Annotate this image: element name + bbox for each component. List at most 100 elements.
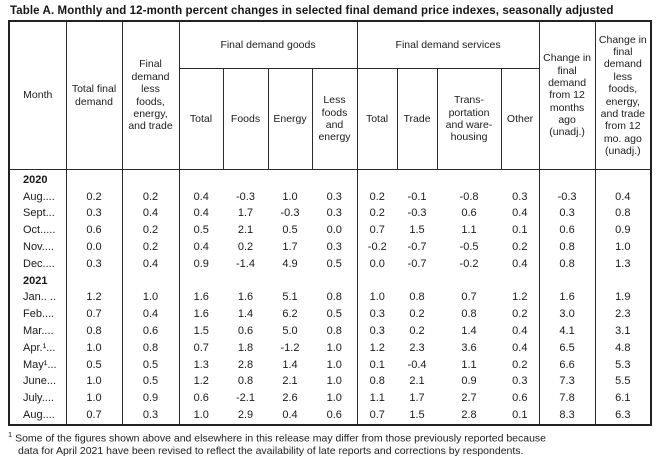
- value-cell: 1.0: [326, 392, 342, 405]
- value-cell: 0.6: [237, 325, 254, 338]
- value-cell: 0.8: [65, 323, 122, 340]
- value-cell: 0.1: [512, 224, 528, 237]
- month-cell: Dec....: [23, 257, 55, 270]
- month-cell: June...: [23, 375, 57, 388]
- month-cell: Mar....: [23, 325, 54, 338]
- month-cell: Feb....: [23, 308, 55, 321]
- value-cell: -0.5: [459, 241, 479, 254]
- empty-cell: [356, 272, 398, 290]
- value-cell: 2.1: [409, 375, 425, 388]
- value-cell: 1.0: [282, 190, 298, 203]
- value-cell: -1.4: [236, 257, 255, 270]
- value-cell: -0.8: [459, 190, 479, 203]
- col-header-services-other: Other: [500, 68, 540, 170]
- value-cell: 1.0: [326, 341, 342, 354]
- value-cell: 1.6: [178, 289, 223, 307]
- value-cell: -0.2: [356, 239, 398, 256]
- value-cell: -0.1: [407, 190, 427, 203]
- value-cell: 2.7: [461, 392, 477, 405]
- value-cell: 1.5: [409, 409, 425, 422]
- value-cell: 0.8: [237, 375, 254, 388]
- value-cell: 1.6: [538, 289, 596, 307]
- footnote-marker: 1: [8, 429, 13, 439]
- col-header-less-foods-energy-trade: Final demand less foods, energy, and tra…: [121, 20, 180, 170]
- empty-cell: [397, 170, 437, 189]
- table-body: 2020 Aug.... 0.2 0.2 0.4 -0.3 1.0 0.3 0.2 -0.1 -0.…: [9, 169, 652, 425]
- value-cell: 0.5: [121, 356, 179, 374]
- value-cell: 0.8: [538, 255, 596, 273]
- value-cell: 7.8: [538, 390, 596, 408]
- col-header-month: Month: [8, 20, 67, 170]
- value-cell: 1.2: [178, 373, 223, 391]
- empty-cell: [121, 272, 179, 290]
- col-header-services-trade: Trade: [396, 68, 438, 170]
- value-cell: 0.0: [326, 224, 342, 237]
- footnote-text-1: Some of the figures shown above and else…: [15, 432, 547, 445]
- table-header: Month Total final demand Final demand le…: [8, 20, 652, 170]
- col-header-goods-total: Total: [178, 68, 224, 170]
- value-cell: 1.1: [356, 390, 398, 408]
- year-label: 2020: [23, 173, 48, 186]
- empty-cell: [65, 272, 122, 290]
- empty-cell: [501, 170, 539, 189]
- value-cell: 0.4: [594, 188, 652, 206]
- value-cell: 0.3: [356, 323, 398, 340]
- value-cell: 0.3: [65, 255, 122, 273]
- value-cell: 0.4: [512, 257, 528, 270]
- empty-cell: [268, 170, 312, 189]
- year-row: 2020: [9, 169, 652, 189]
- table-row: Apr.¹... 1.0 0.8 0.7 1.8 -1.2 1.0 1.2 2.3 3.6 0.4 6…: [9, 339, 652, 357]
- col-header-goods-less-foods-energy: Less foods and energy: [311, 68, 358, 170]
- table-row: Dec.... 0.3 0.4 0.9 -1.4 4.9 0.5 0.0 -0.7 -0.2 0.4…: [9, 255, 652, 273]
- value-cell: 0.1: [512, 409, 528, 422]
- value-cell: 2.8: [461, 409, 477, 422]
- value-cell: 1.0: [65, 390, 122, 408]
- value-cell: -0.7: [407, 241, 427, 254]
- value-cell: 0.7: [356, 407, 398, 425]
- empty-cell: [312, 273, 357, 290]
- value-cell: 0.7: [178, 339, 223, 357]
- value-cell: 0.2: [121, 188, 179, 206]
- year-row: 2021: [9, 272, 652, 290]
- value-cell: 0.3: [65, 205, 122, 223]
- month-cell: Aug....: [23, 190, 55, 203]
- value-cell: 1.7: [237, 207, 254, 220]
- value-cell: 0.2: [65, 188, 122, 206]
- value-cell: 0.4: [282, 409, 298, 422]
- col-header-change-12-months-less: Change in final demand less foods, energ…: [594, 20, 652, 170]
- value-cell: 0.9: [594, 222, 652, 240]
- value-cell: 0.8: [538, 239, 596, 256]
- value-cell: 0.6: [512, 392, 528, 405]
- col-header-total-final-demand: Total final demand: [65, 20, 123, 170]
- table-row: July.... 1.0 0.9 0.6 -2.1 2.6 1.0 1.1 1.7 2.7 0.6 7…: [9, 390, 652, 408]
- value-cell: -0.3: [538, 188, 596, 206]
- value-cell: 1.6: [178, 306, 223, 324]
- value-cell: 1.8: [237, 341, 254, 354]
- empty-cell: [178, 272, 223, 290]
- value-cell: 1.2: [356, 339, 398, 357]
- value-cell: -0.3: [407, 207, 427, 220]
- value-cell: 0.2: [121, 222, 179, 240]
- value-cell: 0.4: [178, 205, 223, 223]
- value-cell: 2.6: [282, 392, 298, 405]
- footnote-text-2: data for April 2021 have been revised to…: [18, 444, 524, 456]
- table-title: Table A. Monthly and 12-month percent ch…: [10, 5, 614, 17]
- table-row: Aug.... 0.2 0.2 0.4 -0.3 1.0 0.3 0.2 -0.1 -0.8 0.3…: [9, 188, 652, 206]
- value-cell: 1.2: [512, 291, 528, 304]
- value-cell: 1.6: [237, 291, 254, 304]
- value-cell: 0.2: [512, 308, 528, 321]
- value-cell: 7.3: [538, 373, 596, 391]
- value-cell: 1.0: [65, 373, 122, 391]
- month-cell: July....: [23, 392, 54, 405]
- value-cell: 6.2: [282, 308, 298, 321]
- value-cell: 1.0: [326, 358, 342, 371]
- header-row-subcolumns: Total Foods Energy Less foods and energy…: [9, 68, 651, 170]
- month-cell: May¹...: [23, 358, 57, 371]
- value-cell: 0.9: [121, 390, 179, 408]
- table-row: May¹... 0.5 0.5 1.3 2.8 1.4 1.0 0.1 -0.4 1.1 0.2 6.…: [9, 356, 652, 374]
- value-cell: 6.3: [594, 407, 652, 425]
- empty-cell: [538, 272, 596, 290]
- empty-cell: [268, 273, 312, 290]
- value-cell: 0.3: [512, 190, 528, 203]
- empty-cell: [312, 170, 357, 189]
